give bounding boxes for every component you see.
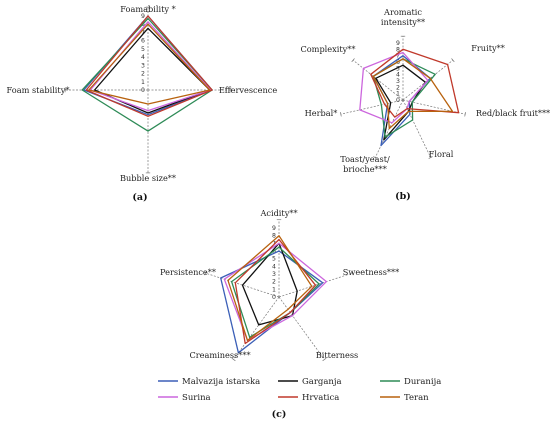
axis-label-toast-yeast-brioche: Toast/yeast/brioche***	[340, 154, 390, 174]
tick-label: 1	[141, 79, 145, 86]
series-garganja	[241, 242, 298, 326]
axis-label-line: intensity**	[381, 17, 425, 27]
tick-label: 2	[141, 71, 145, 78]
axis-cap-sweetness	[351, 270, 354, 276]
tick-label: 9	[396, 40, 400, 47]
tick-label: 3	[141, 62, 145, 69]
axis-label-red-black-fruit: Red/black fruit***	[476, 108, 550, 118]
axis-cap-creaminess	[231, 357, 236, 362]
tick-label: 5	[396, 65, 400, 72]
axis-cap-red-black-fruit	[464, 112, 467, 117]
axis-cap-complexity	[351, 58, 355, 63]
series-hrvatica	[234, 238, 317, 345]
tick-label: 9	[272, 225, 276, 232]
axis-label-creaminess: Creaminess***	[189, 350, 250, 360]
series-surina	[359, 51, 429, 124]
axis-spoke-complexity	[352, 59, 404, 101]
legend-label-garganja: Garganja	[302, 377, 342, 387]
axis-label-herbal: Herbal*	[305, 108, 338, 118]
legend-label-malvazija-istarska: Malvazija istarska	[182, 377, 260, 387]
axis-label-bitterness: Bitterness	[316, 350, 359, 360]
tick-label: 2	[396, 84, 400, 91]
legend-label-surina: Surina	[182, 393, 211, 403]
axis-label-foamability: Foamability *	[120, 4, 175, 14]
tick-label: 1	[396, 91, 400, 98]
axis-spoke-bitterness	[278, 296, 325, 360]
axis-cap-bitterness	[322, 357, 327, 362]
axis-cap-fruity	[451, 58, 455, 63]
legend: Malvazija istarska Garganja Duranija Surina…	[158, 377, 441, 403]
series-surina	[223, 242, 328, 342]
series-hrvatica	[85, 15, 213, 117]
axis-label-sweetness: Sweetness***	[343, 267, 399, 277]
axis-label-aromatic-intensity: Aromatic intensity**	[381, 7, 425, 27]
axis-cap-toast-yeast-brioche	[373, 156, 378, 159]
tick-label: 8	[272, 233, 276, 240]
series-teran	[88, 23, 211, 105]
tick-label: 4	[396, 72, 400, 79]
axis-cap-floral	[428, 156, 433, 159]
tick-label: 5	[141, 46, 145, 53]
series-duranija	[230, 246, 320, 338]
series-teran	[227, 235, 313, 342]
axis-label-bubble-size: Bubble size**	[120, 173, 176, 183]
series-hrvatica	[370, 48, 460, 118]
axis-label-line: Toast/yeast/	[340, 154, 390, 164]
tick-label: 7	[141, 29, 145, 36]
legend-label-teran: Teran	[404, 393, 429, 403]
tick-label: 6	[396, 59, 400, 66]
tick-label: 3	[272, 271, 276, 278]
axis-label-effervescence: Effervescence	[219, 85, 278, 95]
tick-label: 4	[272, 263, 276, 270]
tick-label: 0	[396, 97, 400, 104]
axis-spoke-creaminess	[233, 296, 280, 360]
axis-label-acidity: Acidity**	[259, 208, 297, 218]
tick-label: 4	[141, 54, 145, 61]
tick-label: 8	[396, 46, 400, 53]
axis-label-foam-stability: Foam stability*	[7, 85, 70, 95]
axis-label-fruity: Fruity**	[471, 43, 505, 53]
series-garganja	[93, 27, 211, 114]
tick-label: 0	[141, 87, 145, 94]
axis-label-line: Aromatic	[383, 7, 422, 17]
panel-label: (c)	[272, 409, 287, 420]
series-malvazija-istarska	[220, 250, 324, 354]
axis-cap-persistence	[204, 270, 207, 276]
tick-label: 2	[272, 279, 276, 286]
series-malvazija-istarska	[372, 55, 431, 147]
axis-spoke-herbal	[340, 99, 404, 115]
panel-label: (b)	[395, 191, 411, 202]
tick-label: 9	[141, 13, 145, 20]
tick-label: 3	[396, 78, 400, 85]
tick-label: 7	[396, 53, 400, 60]
axis-cap-herbal	[339, 112, 342, 117]
panel-label: (a)	[132, 192, 147, 203]
radar-chart-taste: 0123456789Acidity**Sweetness***Bitternes…	[160, 208, 399, 420]
legend-label-hrvatica: Hrvatica	[302, 393, 339, 403]
axis-label-floral: Floral	[429, 149, 454, 159]
tick-label: 0	[272, 294, 276, 301]
axis-label-complexity: Complexity**	[300, 44, 355, 54]
axis-label-persistence: Persistence**	[160, 267, 216, 277]
axis-label-line: brioche***	[343, 164, 387, 174]
tick-label: 1	[272, 286, 276, 293]
tick-label: 5	[272, 256, 276, 263]
legend-label-duranija: Duranija	[404, 377, 441, 387]
tick-label: 6	[141, 38, 145, 45]
series-teran	[372, 58, 454, 130]
axis-spoke-floral	[402, 99, 432, 158]
